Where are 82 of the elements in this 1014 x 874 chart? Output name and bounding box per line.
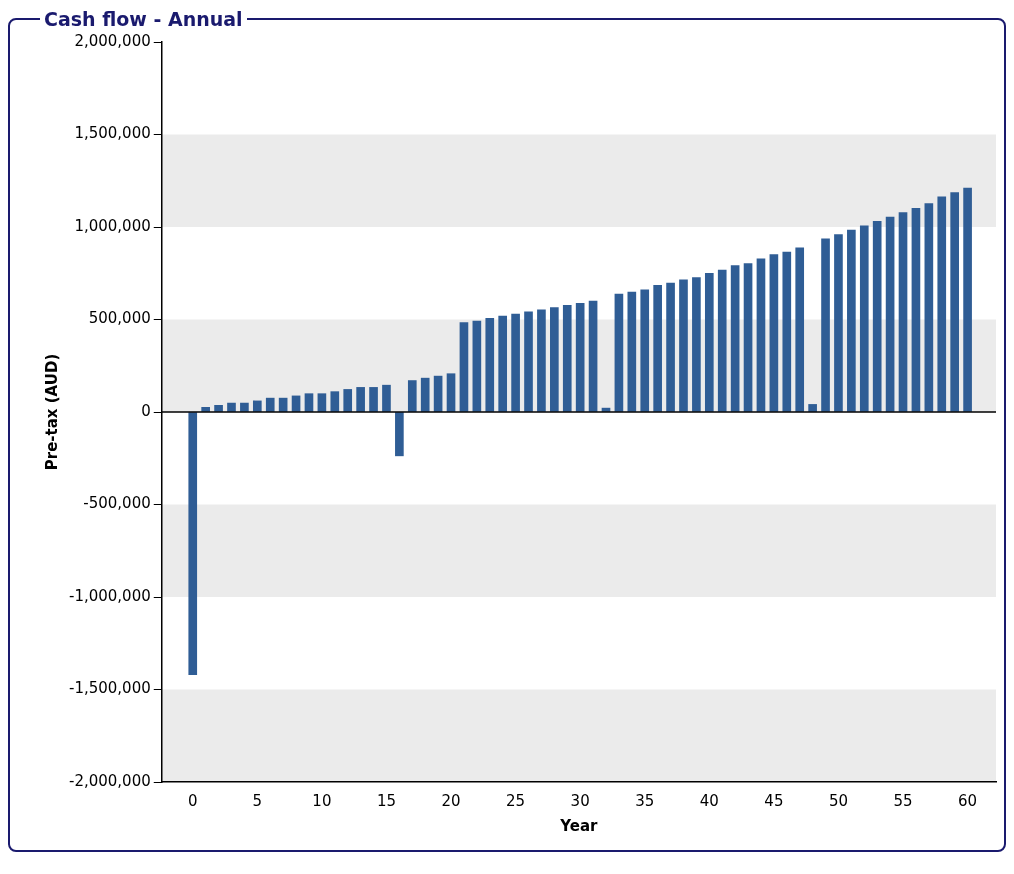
x-tick-label: 30 <box>570 791 590 810</box>
bar <box>537 309 546 412</box>
bar <box>240 402 249 412</box>
bar <box>847 229 856 412</box>
x-tick-label: 45 <box>764 791 784 810</box>
y-tick-label: -2,000,000 <box>68 771 151 790</box>
y-axis-title: Pre-tax (AUD) <box>42 353 61 471</box>
y-tick-label: 2,000,000 <box>74 31 151 50</box>
bar <box>356 387 365 412</box>
x-tick-label: 50 <box>828 791 848 810</box>
bar <box>317 393 327 412</box>
bar <box>898 212 908 412</box>
x-tick-label: 5 <box>252 791 263 810</box>
bar <box>562 305 572 412</box>
bar <box>756 258 766 412</box>
x-tick-label: 10 <box>312 791 332 810</box>
x-tick-label: 60 <box>958 791 978 810</box>
bar <box>743 263 753 412</box>
bar <box>459 322 469 412</box>
bar <box>769 254 779 412</box>
bar <box>627 291 637 412</box>
bar <box>433 375 443 412</box>
bar <box>188 412 198 676</box>
bar <box>834 234 843 412</box>
bar <box>730 265 740 412</box>
chart-title: Cash flow - Annual <box>43 8 244 30</box>
bar <box>343 389 353 412</box>
x-tick-label: 55 <box>893 791 913 810</box>
bar <box>795 247 805 412</box>
bar <box>227 402 236 412</box>
bar <box>395 412 404 457</box>
bar <box>679 279 688 412</box>
x-tick-label: 25 <box>506 791 526 810</box>
bar <box>472 320 482 412</box>
x-tick-label: 40 <box>699 791 719 810</box>
bar <box>214 405 223 412</box>
y-tick-label: 1,000,000 <box>74 216 151 235</box>
bar <box>640 289 650 412</box>
bar <box>885 216 895 412</box>
bar <box>407 380 417 412</box>
bar <box>550 307 559 412</box>
y-tick-label: -500,000 <box>83 494 151 513</box>
bar <box>666 282 675 412</box>
x-tick-label: 35 <box>635 791 655 810</box>
x-tick-label: 0 <box>187 791 198 810</box>
bar <box>821 238 830 412</box>
bar <box>924 203 934 412</box>
bar <box>950 192 960 412</box>
bar <box>369 387 378 412</box>
bar <box>420 377 430 412</box>
y-tick-label: 1,500,000 <box>74 124 151 143</box>
bar <box>330 391 340 412</box>
bar <box>653 284 662 412</box>
bar <box>704 272 714 412</box>
x-axis-title: Year <box>559 816 599 835</box>
bar <box>859 225 869 412</box>
bar <box>498 315 508 412</box>
bar <box>614 293 624 412</box>
bar <box>265 397 275 412</box>
bar <box>588 300 598 412</box>
bar <box>524 311 533 412</box>
bar <box>963 187 972 412</box>
x-tick-label: 20 <box>441 791 461 810</box>
bar <box>782 251 792 412</box>
y-tick-label: -1,000,000 <box>68 586 151 605</box>
bar <box>511 313 520 412</box>
bar <box>808 404 817 412</box>
bar <box>485 318 495 412</box>
bar <box>692 277 701 412</box>
bar <box>937 196 947 412</box>
bar <box>304 393 314 412</box>
bar <box>446 373 456 412</box>
bar <box>911 207 921 412</box>
bar <box>575 302 585 412</box>
bar <box>717 269 727 412</box>
y-tick-label: 0 <box>141 401 151 420</box>
y-tick-label: 500,000 <box>88 309 151 328</box>
y-tick-label: -1,500,000 <box>68 679 151 698</box>
bar <box>252 400 262 412</box>
x-tick-label: 15 <box>376 791 396 810</box>
bar <box>872 221 882 412</box>
bar <box>382 384 391 412</box>
